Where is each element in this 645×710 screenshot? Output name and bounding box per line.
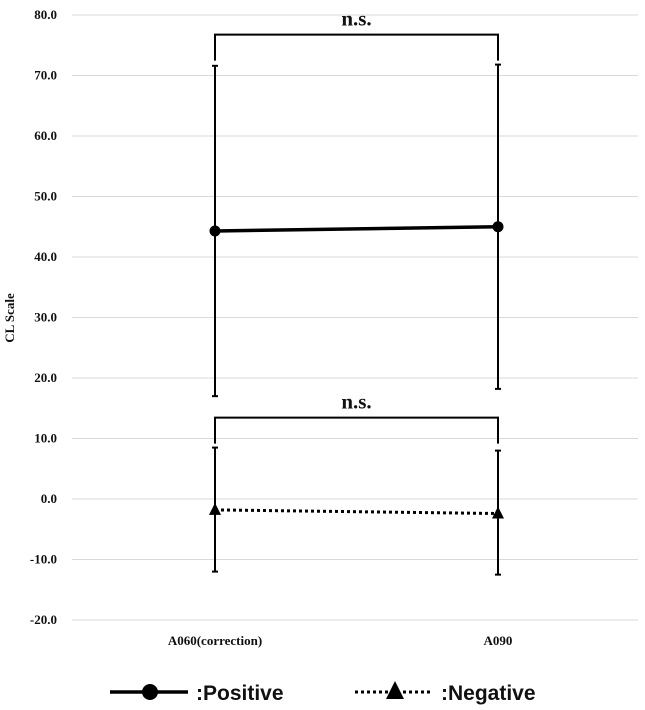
y-tick-label: 40.0	[34, 249, 57, 264]
y-tick-label: 60.0	[34, 128, 57, 143]
series-line	[214, 508, 499, 516]
legend-label: :Positive	[196, 682, 284, 705]
y-tick-label: -10.0	[30, 552, 57, 567]
significance-bracket: n.s.	[214, 390, 499, 444]
series-negative	[209, 446, 504, 576]
y-tick-label: 20.0	[34, 370, 57, 385]
series-positive	[209, 63, 504, 398]
y-axis-ticks: -20.0 -10.0 0.0 10.0 20.0 30.0 40.0 50.0 60.0 70.…	[30, 7, 57, 627]
legend-item: :Positive	[110, 682, 284, 705]
legend-label: :Negative	[441, 682, 536, 705]
series-line	[214, 225, 499, 233]
legend-marker	[142, 684, 158, 700]
y-tick-label: 0.0	[41, 491, 57, 506]
data-point	[209, 502, 221, 515]
series	[209, 63, 504, 576]
y-tick-label: 10.0	[34, 431, 57, 446]
bracket-line	[214, 416, 499, 444]
y-tick-label: 30.0	[34, 310, 57, 325]
legend-marker	[386, 681, 404, 699]
annotation-label: n.s.	[341, 390, 371, 414]
x-category-label: A090	[484, 633, 513, 648]
legend: :Positive :Negative	[110, 681, 536, 705]
legend-item: :Negative	[355, 681, 536, 705]
annotation-label: n.s.	[341, 7, 371, 31]
y-tick-label: 80.0	[34, 7, 57, 22]
significance-bracket: n.s.	[214, 7, 499, 61]
data-point	[492, 506, 504, 519]
x-category-label: A060(correction)	[168, 633, 262, 648]
y-axis-label: CL Scale	[2, 293, 17, 343]
y-tick-label: -20.0	[30, 612, 57, 627]
annotations: n.s. n.s.	[214, 7, 499, 444]
data-point	[492, 221, 504, 233]
bracket-line	[214, 33, 499, 61]
x-axis-categories: A060(correction) A090	[168, 633, 513, 648]
gridlines	[72, 14, 638, 621]
y-tick-label: 70.0	[34, 68, 57, 83]
y-tick-label: 50.0	[34, 189, 57, 204]
data-point	[209, 225, 221, 237]
